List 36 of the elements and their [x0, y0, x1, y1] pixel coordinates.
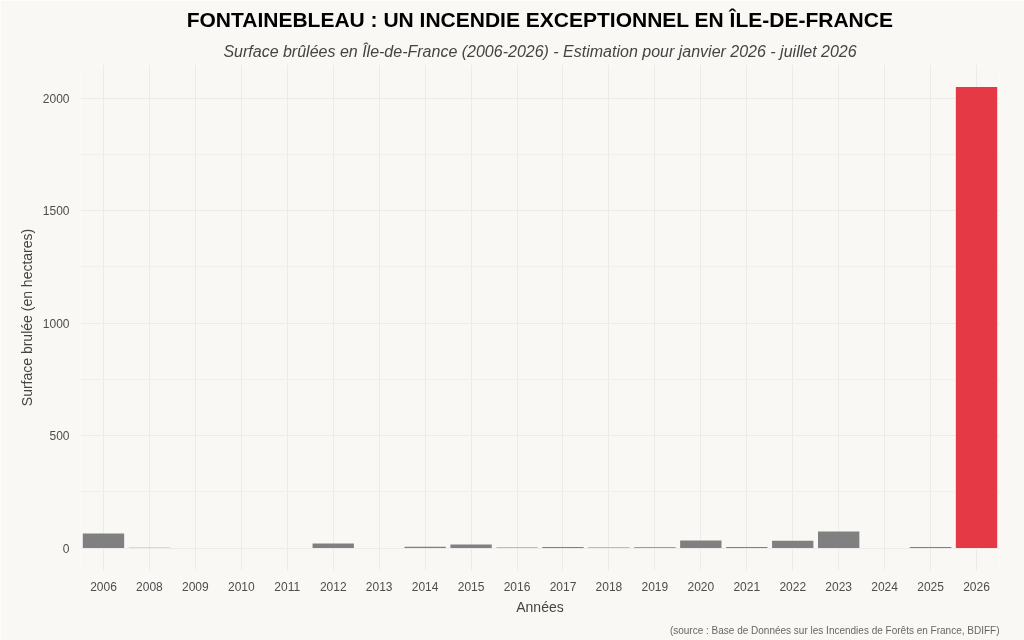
x-tick-label: 2026 [963, 579, 991, 594]
x-tick-label: 2006 [90, 579, 118, 594]
x-tick-label: 2015 [457, 579, 485, 594]
x-tick-label: 2020 [687, 579, 715, 594]
x-tick-label: 2019 [641, 579, 669, 594]
text: (source : Base de Données sur les Incendies de Forêts en France, BDIFF) [669, 624, 1000, 636]
bar [772, 540, 814, 549]
x-tick-label: 2018 [595, 579, 623, 594]
chart-subtitle: Surface brûlées en Île-de-France (2006-2026) - Estimation pour janvier 2026 - juillet 2026 [223, 41, 857, 60]
x-tick-label: 2016 [503, 579, 531, 594]
x-tick-label: 2025 [917, 579, 945, 594]
x-tick-label: 2024 [871, 579, 899, 594]
bar [82, 533, 125, 549]
x-tick-label: 2017 [549, 579, 577, 594]
bar [680, 540, 722, 549]
y-tick-label: 0 [62, 541, 70, 556]
x-tick-label: 2013 [365, 579, 393, 594]
y-tick-label: 2000 [42, 91, 70, 106]
chart-title: FONTAINEBLEAU : UN INCENDIE EXCEPTIONNEL EN ÎLE-DE-FRANCE [186, 7, 893, 31]
x-tick-label: 2011 [274, 579, 301, 594]
x-tick-label: 2010 [227, 579, 255, 594]
x-tick-label: 2021 [733, 579, 761, 594]
x-tick-label: 2012 [319, 579, 347, 594]
x-tick-label: 2023 [825, 579, 853, 594]
x-tick-label: 2014 [411, 579, 439, 594]
y-axis-title: Surface brulée (en hectares) [18, 228, 35, 407]
y-tick-label: 1500 [42, 204, 70, 219]
y-tick-label: 500 [49, 429, 70, 444]
x-tick-label: 2009 [182, 579, 210, 594]
bar [450, 544, 492, 549]
x-tick-label: 2008 [136, 579, 164, 594]
x-axis-title: Années [516, 598, 564, 615]
bar [818, 531, 860, 549]
x-tick-label: 2022 [779, 579, 807, 594]
y-tick-label: 1000 [42, 316, 70, 331]
bar [955, 86, 998, 549]
